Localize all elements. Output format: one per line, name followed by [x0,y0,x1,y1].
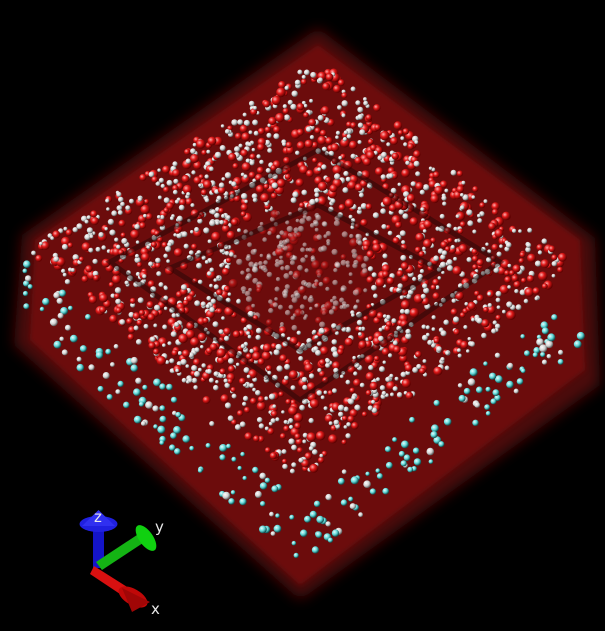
water-molecules [31,68,567,474]
lipid-membrane-layer [22,260,585,559]
x-axis-cone [122,588,150,612]
axes-triad-svg [79,510,157,612]
z-axis-label: z [94,508,102,526]
z-axis-shaft [93,528,104,568]
axes-indicator: z y x [60,500,180,627]
x-axis-label: x [151,600,160,618]
surface-grooves [105,147,505,404]
y-axis-cap [135,525,157,551]
y-axis-label: y [155,518,164,536]
y-axis-shaft [96,533,146,570]
z-axis-cone [82,510,115,526]
